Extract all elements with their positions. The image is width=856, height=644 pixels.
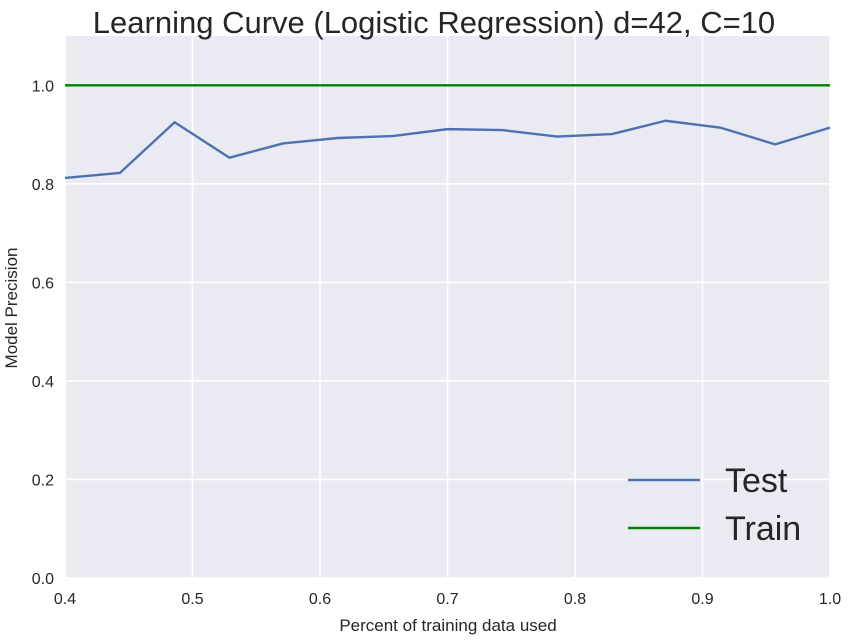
grid-lines: [64, 36, 831, 579]
x-tick-label: 1.0: [819, 591, 841, 608]
y-tick-label: 0.8: [32, 177, 54, 194]
tick-labels: 0.4 0.5 0.6 0.7 0.8 0.9 1.0 0.0 0.2 0.4 0.6 0.8 1.0: [32, 78, 841, 608]
series-lines: [64, 84, 831, 180]
legend-label-test: Test: [725, 462, 788, 500]
y-tick-label: 0.4: [32, 374, 54, 391]
x-tick-label: 0.8: [564, 591, 586, 608]
x-axis-label: Percent of training data used: [339, 616, 556, 635]
x-tick-label: 0.6: [309, 591, 331, 608]
y-tick-label: 0.0: [32, 571, 54, 588]
y-tick-label: 0.6: [32, 275, 54, 292]
y-axis-label: Model Precision: [2, 248, 21, 369]
legend: Test Train: [628, 462, 801, 548]
chart-title: Learning Curve (Logistic Regression) d=4…: [93, 5, 775, 40]
x-tick-label: 0.5: [181, 591, 203, 608]
y-tick-label: 1.0: [32, 78, 54, 95]
x-tick-label: 0.9: [691, 591, 713, 608]
x-tick-label: 0.7: [436, 591, 458, 608]
y-tick-label: 0.2: [32, 472, 54, 489]
legend-label-train: Train: [725, 510, 801, 548]
series-line-test: [64, 119, 831, 180]
x-tick-label: 0.4: [54, 591, 76, 608]
